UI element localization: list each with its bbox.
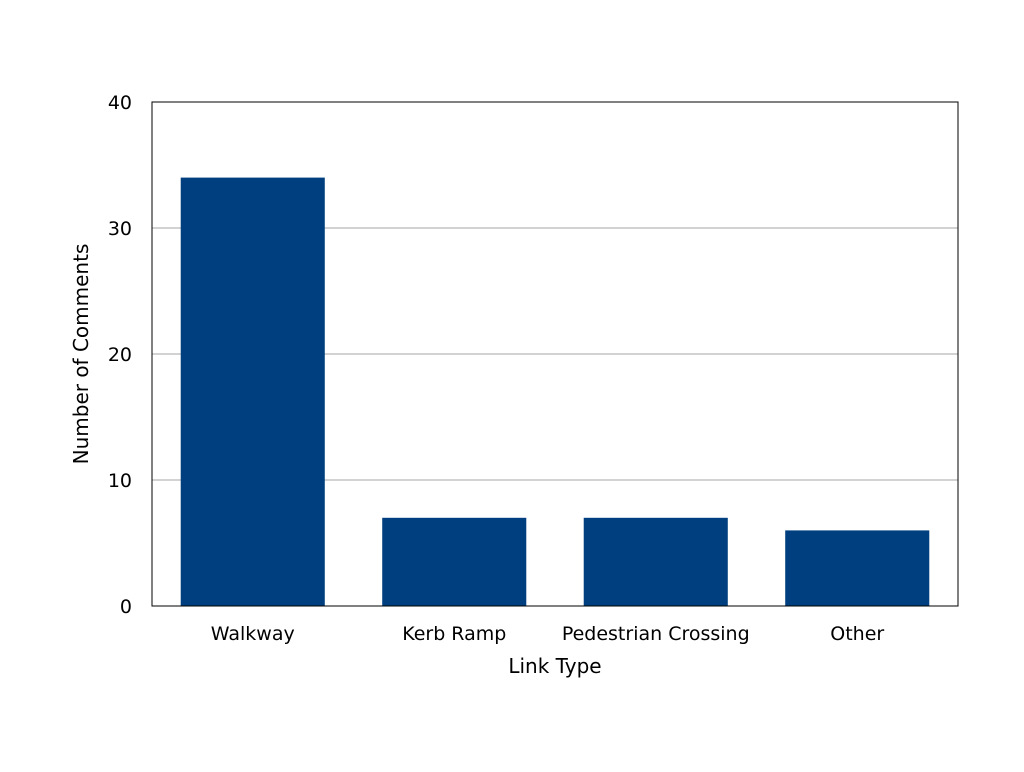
- y-tick-label: 40: [108, 92, 132, 114]
- bars: [180, 177, 930, 606]
- plot-frame: [151, 101, 959, 607]
- x-axis-title: Link Type: [508, 654, 601, 678]
- bar-kerb-ramp: [382, 517, 527, 606]
- y-axis-title: Number of Comments: [69, 244, 93, 465]
- x-category-label: Other: [830, 623, 884, 645]
- x-category-label: Pedestrian Crossing: [562, 623, 750, 645]
- y-tick-label: 20: [108, 344, 132, 366]
- x-category-label: Walkway: [211, 623, 295, 645]
- x-category-label: Kerb Ramp: [402, 623, 506, 645]
- y-tick-label: 10: [108, 470, 132, 492]
- bar-walkway: [180, 177, 325, 606]
- y-tick-labels: 0 10 20 30 40: [108, 92, 132, 618]
- y-tick-label: 0: [120, 596, 132, 618]
- bar-other: [785, 530, 930, 606]
- x-category-labels: Walkway Kerb Ramp Pedestrian Crossing Other: [211, 623, 885, 645]
- bar-pedestrian-crossing: [583, 517, 728, 606]
- y-tick-label: 30: [108, 218, 132, 240]
